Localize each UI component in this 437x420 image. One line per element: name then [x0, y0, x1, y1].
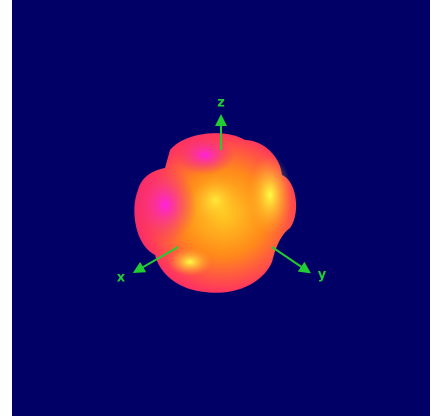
x-axis: [132, 246, 179, 273]
z-label: z: [217, 96, 225, 111]
y-axis: [271, 246, 311, 274]
surface: [133, 133, 297, 293]
x-label: x: [117, 271, 126, 286]
y-label: y: [318, 268, 327, 283]
